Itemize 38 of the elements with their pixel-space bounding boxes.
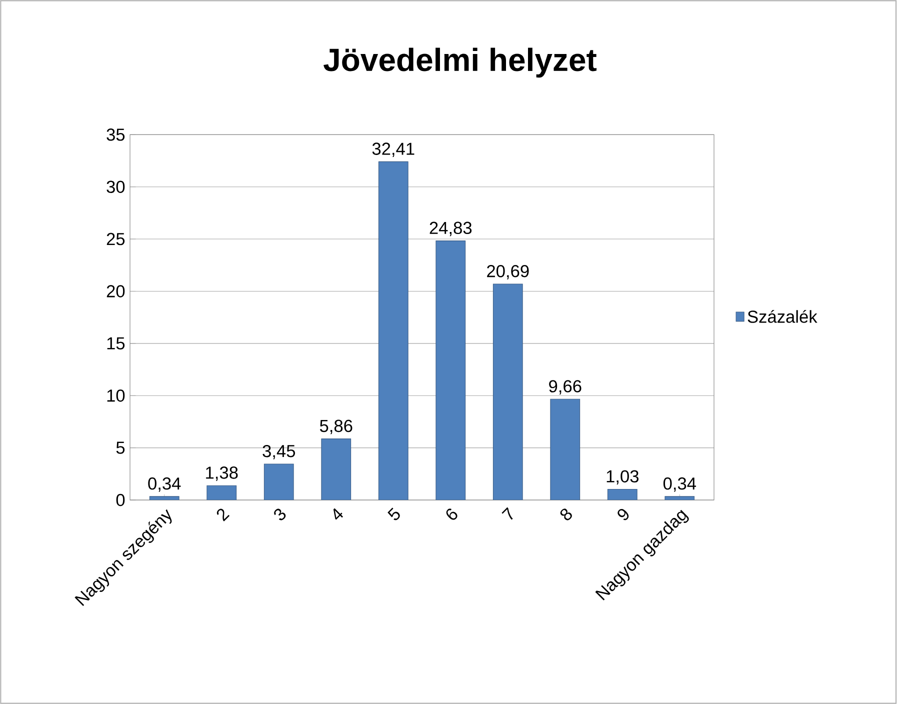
bar bbox=[206, 485, 237, 500]
y-tick-label: 10 bbox=[107, 389, 125, 402]
bar bbox=[550, 398, 580, 500]
y-tick-label: 35 bbox=[106, 128, 125, 141]
bar bbox=[492, 284, 523, 500]
data-label: 0,34 bbox=[148, 477, 181, 492]
data-label: 0,34 bbox=[663, 477, 696, 492]
x-tick-label: 5 bbox=[388, 508, 400, 520]
y-tick-label: 20 bbox=[106, 285, 125, 298]
bar bbox=[264, 464, 294, 500]
y-tick-label: 30 bbox=[106, 180, 125, 193]
x-tick-label: 2 bbox=[216, 508, 230, 522]
data-label: 24,83 bbox=[430, 222, 472, 236]
bar bbox=[436, 240, 466, 500]
data-label: 32,41 bbox=[372, 142, 414, 157]
x-tick-label: 6 bbox=[446, 508, 458, 520]
data-label: 5,86 bbox=[320, 420, 352, 434]
bar bbox=[321, 438, 352, 500]
y-tick-label: 15 bbox=[107, 337, 125, 350]
bar bbox=[149, 496, 180, 500]
data-label: 1,03 bbox=[606, 470, 639, 485]
bar bbox=[664, 496, 695, 500]
bar bbox=[607, 488, 638, 500]
x-tick-label: 8 bbox=[560, 508, 572, 520]
data-label: 9,66 bbox=[549, 380, 582, 394]
x-tick-label: 4 bbox=[333, 508, 344, 520]
data-label: 1,38 bbox=[206, 466, 238, 481]
y-tick-label: 25 bbox=[106, 232, 125, 246]
y-tick-label: 0 bbox=[116, 494, 125, 506]
x-tick-label: 7 bbox=[502, 507, 513, 520]
data-label: 3,45 bbox=[262, 444, 295, 460]
y-tick-label: 5 bbox=[116, 442, 125, 454]
legend-label: Százalék bbox=[748, 310, 818, 323]
chart-title: Jövedelmi helyzet bbox=[324, 48, 597, 78]
data-label: 20,69 bbox=[487, 264, 529, 280]
bar bbox=[378, 161, 408, 500]
x-tick-label: 3 bbox=[274, 508, 286, 520]
x-tick-label: 9 bbox=[618, 508, 629, 520]
